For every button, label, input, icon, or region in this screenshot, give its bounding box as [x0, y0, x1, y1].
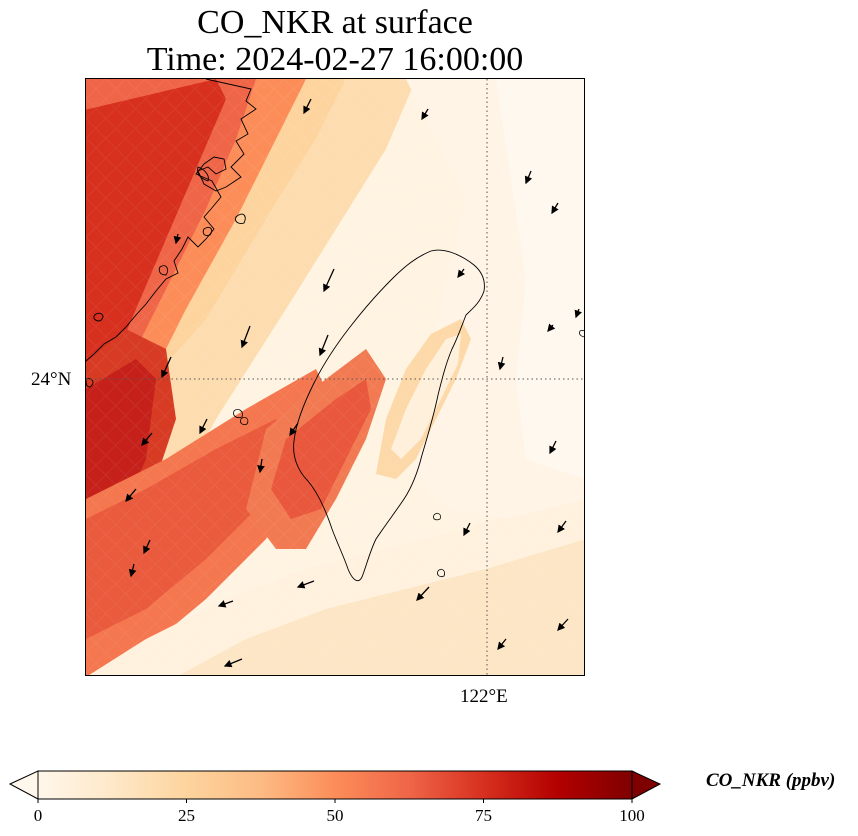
colorbar-tick-75: 75	[475, 806, 492, 825]
colorbar-tick-0: 0	[33, 806, 43, 825]
penghu-islands	[233, 409, 249, 426]
wind-arrow	[574, 308, 582, 319]
wind-arrow	[141, 432, 153, 446]
concentration-field	[86, 79, 584, 675]
map-title-line1: CO_NKR at surface	[197, 4, 473, 41]
map-title-line2: Time: 2024-02-27 16:00:00	[146, 41, 524, 78]
colorbar-tick-100: 100	[619, 806, 645, 825]
colorbar-extend-min	[8, 770, 39, 800]
wind-arrow	[547, 323, 556, 332]
lat-tick-label: 24°N	[31, 369, 72, 390]
wind-arrow	[557, 520, 567, 534]
colorbar-extend-max	[631, 770, 662, 800]
colorbar-gradient	[37, 770, 633, 800]
wind-arrow	[199, 418, 208, 435]
wind-arrow	[217, 600, 234, 608]
map-panel	[85, 78, 585, 676]
wind-arrow	[524, 170, 533, 185]
wind-vectors	[125, 98, 582, 668]
wind-arrow	[416, 586, 430, 601]
taiwan-coastline	[293, 249, 485, 582]
colorbar	[8, 768, 668, 804]
wind-arrow	[128, 563, 137, 578]
wind-arrow	[421, 108, 429, 121]
wind-arrow	[257, 458, 265, 474]
wind-arrow	[457, 268, 466, 279]
green-island	[433, 512, 445, 578]
colorbar-tick-25: 25	[178, 806, 195, 825]
colorbar-tick-50: 50	[326, 806, 344, 825]
lon-tick-label: 122°E	[460, 686, 508, 707]
wind-arrow	[497, 356, 506, 371]
wind-arrow	[303, 98, 312, 115]
china-coast-islands	[86, 166, 246, 388]
china-coastline	[86, 79, 257, 362]
wind-arrow	[143, 539, 151, 555]
wind-arrow	[463, 522, 471, 537]
wind-arrow	[497, 638, 507, 651]
wind-arrow	[296, 580, 315, 589]
wind-arrow	[125, 488, 137, 502]
wind-arrow	[161, 356, 172, 379]
wind-arrow	[318, 334, 329, 357]
wind-arrow	[173, 233, 182, 245]
wind-arrow	[289, 422, 299, 437]
wind-arrow	[551, 202, 559, 215]
wind-arrow	[323, 268, 335, 293]
small-island-east	[579, 330, 584, 338]
colorbar-label: CO_NKR (ppbv)	[706, 770, 836, 791]
wind-arrow	[557, 618, 569, 631]
wind-arrow	[240, 325, 251, 349]
wind-arrow	[223, 658, 243, 668]
wind-arrow	[549, 440, 557, 455]
